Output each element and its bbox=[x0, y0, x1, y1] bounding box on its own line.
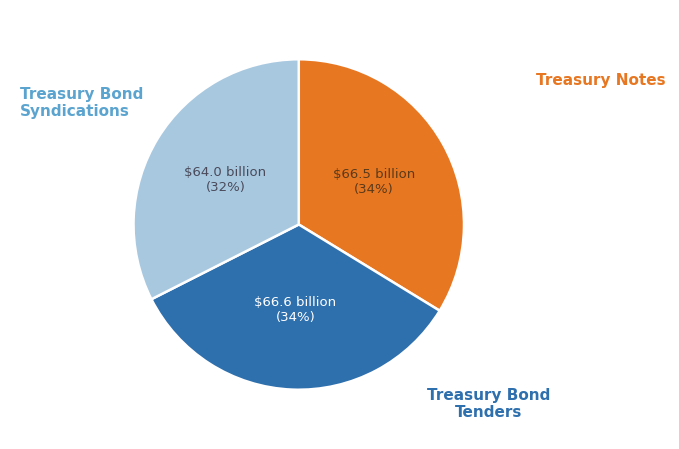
Wedge shape bbox=[151, 224, 440, 390]
Text: Treasury Bond
Tenders: Treasury Bond Tenders bbox=[427, 388, 551, 420]
Text: $66.5 billion
(34%): $66.5 billion (34%) bbox=[333, 168, 415, 197]
Text: $66.6 billion
(34%): $66.6 billion (34%) bbox=[254, 296, 336, 324]
Text: $64.0 billion
(32%): $64.0 billion (32%) bbox=[185, 166, 267, 194]
Wedge shape bbox=[299, 59, 464, 311]
Wedge shape bbox=[134, 59, 299, 299]
Text: Treasury Bond
Syndications: Treasury Bond Syndications bbox=[20, 87, 144, 119]
Text: Treasury Notes: Treasury Notes bbox=[536, 73, 666, 88]
